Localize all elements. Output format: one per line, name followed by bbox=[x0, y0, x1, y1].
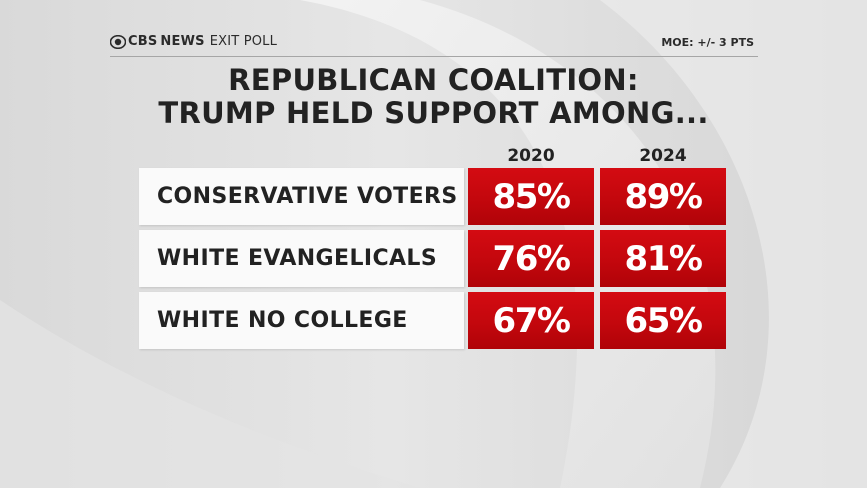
cell-conservative-2024: 89% bbox=[600, 168, 726, 225]
title-line-1: REPUBLICAN COALITION: bbox=[228, 63, 639, 97]
cbs-news-logo: CBS NEWS EXIT POLL bbox=[110, 34, 277, 49]
row-label-conservative-voters: CONSERVATIVE VOTERS bbox=[139, 168, 464, 225]
cell-evangelicals-2024: 81% bbox=[600, 230, 726, 287]
header: CBS NEWS EXIT POLL MOE: +/- 3 PTS bbox=[110, 33, 760, 53]
brand-exit-poll: EXIT POLL bbox=[209, 34, 278, 49]
brand-news: NEWS bbox=[160, 34, 205, 49]
column-header-2024: 2024 bbox=[639, 146, 687, 166]
row-label-white-no-college: WHITE NO COLLEGE bbox=[139, 292, 464, 349]
row-label-white-evangelicals: WHITE EVANGELICALS bbox=[139, 230, 464, 287]
cell-no-college-2020: 67% bbox=[468, 292, 594, 349]
cell-evangelicals-2020: 76% bbox=[468, 230, 594, 287]
cell-conservative-2020: 85% bbox=[468, 168, 594, 225]
margin-of-error: MOE: +/- 3 PTS bbox=[661, 36, 754, 49]
column-header-2020: 2020 bbox=[507, 146, 555, 166]
cell-no-college-2024: 65% bbox=[600, 292, 726, 349]
brand-cbs: CBS bbox=[128, 34, 158, 49]
page-title: REPUBLICAN COALITION: TRUMP HELD SUPPORT… bbox=[100, 64, 767, 130]
cbs-eye-icon bbox=[110, 34, 126, 49]
header-divider bbox=[110, 56, 758, 57]
title-line-2: TRUMP HELD SUPPORT AMONG... bbox=[158, 96, 709, 130]
